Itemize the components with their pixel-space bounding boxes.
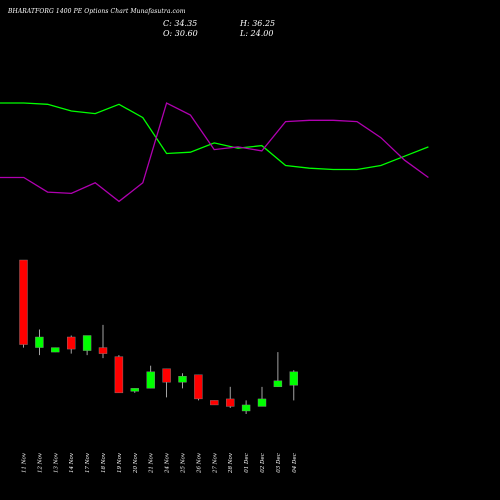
chart-title: BHARATFORG 1400 PE Options Chart Munafas… [8, 8, 186, 15]
x-tick-label: 24 Nov [165, 452, 171, 474]
x-tick-label: 18 Nov [101, 452, 107, 473]
candle-body [225, 398, 235, 407]
candle-body [98, 347, 108, 354]
indicator-line-1 [0, 102, 429, 171]
low-readout: L: 24.00 [240, 29, 274, 38]
x-tick-label: 25 Nov [181, 452, 187, 474]
candle-body [289, 371, 298, 386]
x-tick-label: 14 Nov [69, 452, 75, 473]
x-tick-label: 03 Dec [276, 453, 282, 473]
x-tick-label: 27 Nov [212, 452, 218, 474]
x-tick-label: 11 Nov [22, 452, 28, 473]
x-tick-label: 26 Nov [196, 452, 202, 474]
candle-body [82, 335, 92, 351]
x-tick-label: 12 Nov [37, 452, 43, 473]
close-readout: C: 34.35 [163, 19, 198, 28]
candle-body [114, 356, 124, 394]
candle-body [130, 388, 140, 392]
candle-body [178, 376, 187, 383]
x-tick-label: 19 Nov [117, 452, 123, 473]
candle-body [51, 347, 60, 353]
x-tick-label: 01 Dec [244, 453, 250, 473]
candle-body [19, 259, 28, 345]
high-readout: H: 36.25 [240, 19, 276, 28]
x-tick-label: 20 Nov [133, 452, 139, 474]
candle-body [194, 374, 203, 400]
x-tick-label: 13 Nov [53, 452, 59, 473]
indicator-line-2 [0, 102, 429, 203]
x-tick-label: 28 Nov [228, 452, 234, 474]
candle-body [35, 336, 44, 348]
open-readout: O: 30.60 [163, 29, 198, 38]
x-tick-label: 04 Dec [292, 453, 298, 473]
x-tick-label: 21 Nov [149, 452, 155, 474]
candle-body [210, 400, 219, 406]
candle-body [162, 368, 171, 383]
candle-body [273, 380, 283, 388]
candle-body [146, 371, 155, 389]
x-tick-label: 17 Nov [85, 452, 91, 473]
candle-body [257, 398, 267, 407]
x-tick-label: 02 Dec [260, 453, 266, 473]
candle-body [66, 336, 76, 350]
candle-body [241, 404, 251, 412]
